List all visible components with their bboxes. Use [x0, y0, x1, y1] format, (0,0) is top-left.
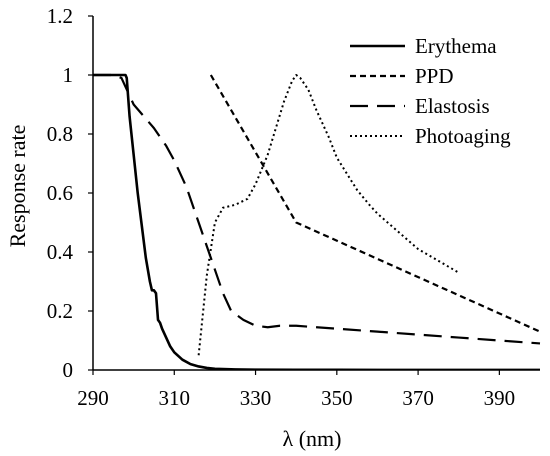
- axes: [92, 16, 540, 371]
- legend-label-erythema: Erythema: [415, 34, 497, 58]
- series-line-elastosis: [93, 73, 541, 345]
- x-tick-label: 310: [159, 386, 191, 410]
- x-tick-label: 330: [240, 386, 272, 410]
- legend: Erythema PPD Elastosis Photoaging: [350, 34, 511, 148]
- x-tick-label: 290: [77, 386, 109, 410]
- y-tick-label: 1.2: [47, 4, 73, 28]
- series-line-photoaging: [197, 74, 460, 356]
- legend-label-elastosis: Elastosis: [415, 94, 490, 118]
- legend-label-photoaging: Photoaging: [415, 124, 511, 148]
- y-axis-label: Response rate: [5, 125, 30, 248]
- y-tick-label: 0.8: [47, 122, 73, 146]
- x-axis-label: λ (nm): [283, 426, 342, 451]
- y-tick-label: 1: [63, 63, 74, 87]
- tick-labels: 290 310 330 350 370 390 0 0.2 0.4 0.6 0.8 1 1.2: [47, 4, 515, 410]
- x-tick-label: 370: [402, 386, 434, 410]
- y-tick-label: 0.2: [47, 299, 73, 323]
- y-tick-label: 0.4: [47, 240, 74, 264]
- series-line-ppd: [209, 74, 541, 333]
- x-tick-label: 350: [321, 386, 353, 410]
- y-tick-label: 0: [63, 358, 74, 382]
- series-line-erythema: [93, 73, 541, 370]
- series-lines: [93, 73, 541, 370]
- x-tick-label: 390: [484, 386, 516, 410]
- legend-label-ppd: PPD: [415, 64, 454, 88]
- y-tick-label: 0.6: [47, 181, 73, 205]
